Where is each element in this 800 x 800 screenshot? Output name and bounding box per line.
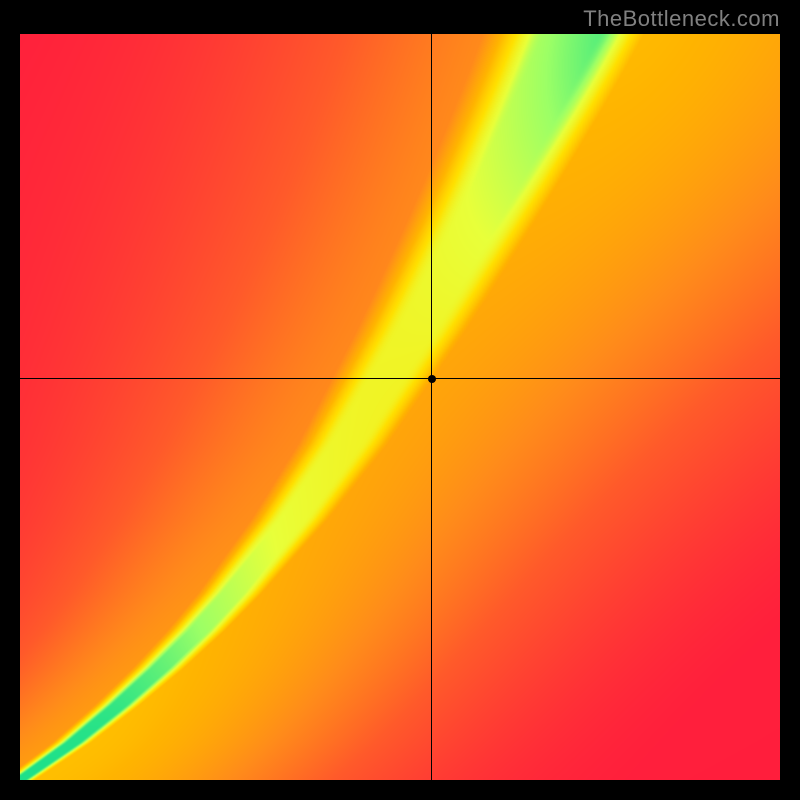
heatmap-canvas [20,34,780,780]
chart-container: TheBottleneck.com [0,0,800,800]
crosshair-horizontal [20,378,780,379]
watermark-text: TheBottleneck.com [583,6,780,32]
crosshair-vertical [431,34,432,780]
crosshair-dot [428,375,436,383]
plot-area [20,34,780,780]
